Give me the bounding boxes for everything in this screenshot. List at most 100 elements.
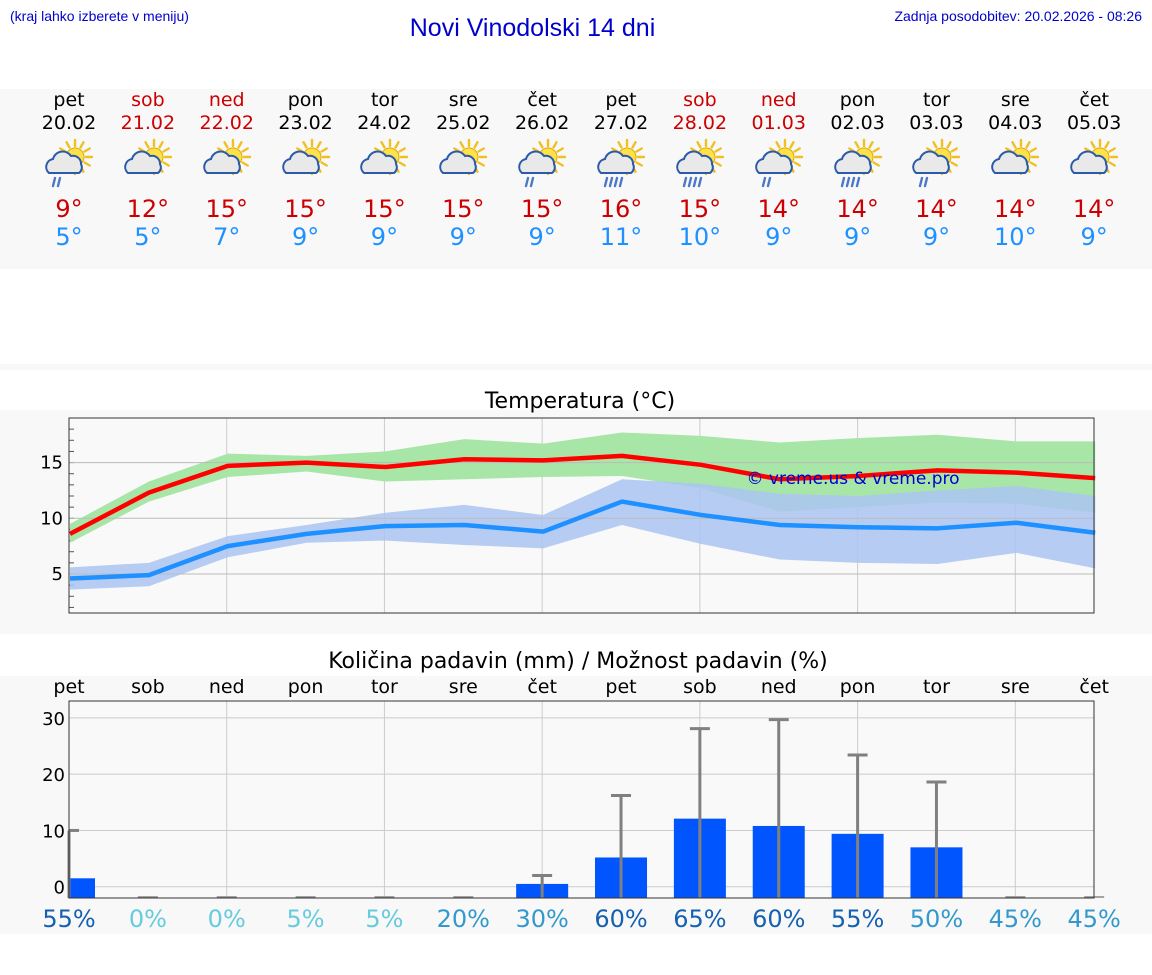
sun-cloud-rain-icon [739,137,819,193]
rain-drops [603,176,624,188]
precip-day-label: pet [605,676,636,698]
day-date: 28.02 [672,112,728,134]
min-temp: 9° [765,223,793,251]
min-temp: 9° [370,223,399,251]
precip-chance-label: 55% [42,905,95,933]
min-temp: 9° [843,223,872,251]
cloud-shape [1070,150,1109,174]
precip-day-label: čet [1079,676,1109,698]
min-temp: 5° [55,223,83,251]
precip-day-label: sre [1001,676,1030,698]
day-name: sre [448,89,478,111]
max-temp: 12° [126,195,170,223]
y-tick-label: 20 [42,765,65,786]
cloud-shape [124,150,162,174]
min-temp-range-band [70,479,1096,590]
day-column: sob 21.02 12° 5° [108,89,188,251]
precip-chance-label: 20% [437,905,490,933]
min-temp: 11° [599,223,643,251]
sun-cloud-icon [975,137,1055,193]
precip-chance-label: 60% [594,905,647,933]
precip-day-label: tor [371,676,398,698]
precip-chance-label: 0% [129,905,167,933]
precip-chance-label: 45% [989,905,1042,933]
sun-cloud-rain-icon [896,137,976,193]
day-name: sre [1000,89,1030,111]
y-tick-label: 15 [40,453,63,474]
max-temp: 15° [284,195,327,223]
max-temp-range-band [70,432,1096,543]
precip-day-label: pet [53,676,84,698]
day-column: pon 23.02 15° 9° [266,89,346,251]
location-hint: (kraj lahko izberete v meniju) [10,8,189,24]
cloud-shape [45,150,83,174]
sun-cloud-rain-icon [29,137,109,193]
sun-cloud-icon [423,137,503,193]
precip-chance-label: 55% [831,905,884,933]
day-column: pet 20.02 9° 5° [29,89,109,251]
max-temp: 15° [520,195,564,223]
precip-day-label: sob [131,676,165,698]
day-column: tor 03.03 14° 9° [896,89,976,251]
precip-day-label: tor [923,676,950,698]
day-date: 25.02 [436,112,491,134]
min-temp: 9° [291,223,320,251]
day-date: 27.02 [593,112,649,134]
precip-day-label: pon [840,676,876,698]
min-temp: 9° [1080,223,1108,251]
day-name: tor [923,89,950,111]
max-temp: 14° [915,195,958,223]
day-name: sob [683,89,717,111]
sun-cloud-heavy-rain-icon [660,137,740,193]
precip-day-label: ned [209,676,245,698]
max-temp: 14° [1072,195,1116,223]
precipitation-plot-frame [68,700,1095,899]
day-date: 02.03 [830,112,885,134]
daily-forecast-strip: pet 20.02 9° 5° sob 21.02 12° 5° ned 22.02 15° 7° po… [0,89,1152,269]
temperature-plot-frame [68,417,1095,614]
min-temp: 9° [528,223,556,251]
precip-chance-label: 45% [1068,905,1121,933]
min-temp: 9° [449,223,477,251]
cloud-shape [360,150,399,174]
min-temp-line [69,499,1096,581]
rain-drops [919,176,929,188]
day-name: tor [370,89,398,111]
day-name: pon [839,89,876,111]
day-name: ned [760,89,797,111]
day-name: čet [527,89,557,111]
max-temp: 14° [757,195,800,223]
rain-drops [524,176,535,188]
day-date: 22.02 [199,112,254,134]
day-column: ned 22.02 15° 7° [187,89,267,251]
day-name: pon [287,89,324,111]
day-date: 26.02 [514,112,570,134]
day-column: čet 26.02 15° 9° [502,89,582,251]
cloud-shape [439,150,478,174]
max-temp: 15° [363,195,406,223]
max-temp: 15° [205,195,248,223]
day-column: sob 28.02 15° 10° [660,89,740,251]
rain-drops [682,176,703,188]
last-updated: Zadnja posodobitev: 20.02.2026 - 08:26 [894,8,1142,24]
precip-chance-label: 50% [910,905,963,933]
y-tick-label: 10 [40,508,63,529]
sun-cloud-icon [344,137,424,193]
min-temp: 5° [134,223,162,251]
day-column: pon 02.03 14° 9° [818,89,898,251]
precip-day-label: ned [761,676,797,698]
day-name: ned [208,89,245,111]
min-temp: 9° [922,223,951,251]
min-temp: 10° [678,223,722,251]
day-name: čet [1079,89,1109,111]
day-date: 04.03 [988,112,1043,134]
max-temp: 15° [442,195,485,223]
rain-drops [761,176,771,188]
y-tick-label: 10 [42,821,65,842]
y-tick-label: 5 [52,564,63,585]
precip-bar [69,878,95,898]
temperature-chart-title: Temperatura (°C) [484,389,675,414]
cloud-shape [912,150,951,174]
cloud-shape [754,150,793,174]
